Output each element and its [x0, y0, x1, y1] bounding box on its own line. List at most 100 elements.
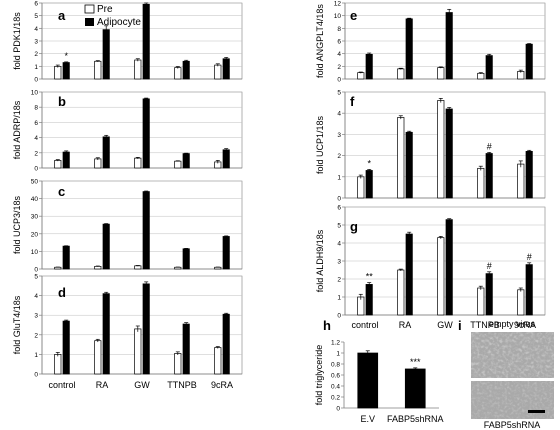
bar-d-0-0: [54, 354, 62, 375]
panel-letter-h: h: [323, 318, 331, 333]
y-tick-label: 1: [34, 352, 38, 359]
plot-frame: [41, 91, 243, 169]
y-tick-label: 0: [34, 372, 38, 379]
chart-f: 0 1 2 3 4 5 fold UCP1/18s f * #: [315, 90, 546, 203]
bar-g-0-1: [365, 284, 373, 316]
bar-e-2-0: [437, 67, 445, 80]
bar-f-3-0: [477, 167, 485, 199]
bar-a-1-1: [102, 29, 110, 80]
y-tick-label: 1: [337, 295, 341, 302]
bar-a-3-0: [174, 67, 182, 80]
y-tick-label: 1.2: [331, 340, 340, 347]
chart-a: 0 1 2 3 4 5 6 fold PDK1/18s a *: [12, 1, 243, 84]
y-axis-label: fold UCP1/18s: [315, 115, 325, 174]
bar-e-0-1: [365, 53, 373, 80]
bar-a-3-1: [182, 60, 190, 80]
y-tick-label: 0: [336, 406, 340, 413]
bar-c-3-1: [182, 248, 190, 270]
y-tick-label: 0.2: [331, 395, 340, 402]
x-tick-label: E.V: [360, 414, 375, 424]
y-tick-label: 4: [337, 241, 341, 248]
bar-b-4-1: [222, 149, 230, 169]
y-tick-label: 12: [334, 1, 342, 8]
bar-c-1-1: [102, 223, 110, 270]
bar-c-3-0: [174, 266, 182, 270]
y-tick-label: 10: [31, 249, 39, 256]
y-tick-label: 0: [337, 77, 341, 84]
y-tick-label: 0: [34, 77, 38, 84]
bar-c-1-0: [94, 266, 102, 270]
microscopy-label-bottom: FABP5shRNA: [484, 420, 541, 430]
y-tick-label: 0: [34, 267, 38, 274]
y-tick-label: 4: [337, 51, 341, 58]
bar-b-0-0: [54, 160, 62, 169]
panel-letter-c: c: [58, 184, 65, 199]
bar-b-3-1: [182, 153, 190, 169]
y-tick-label: 5: [34, 13, 38, 20]
bar-b-0-1: [62, 151, 70, 169]
y-tick-label: 1: [336, 351, 340, 358]
y-axis-label: fold GluT4/18s: [12, 295, 22, 354]
y-tick-label: 2: [34, 51, 38, 58]
legend-pre-swatch: [84, 4, 95, 14]
bar-f-0-0: [357, 176, 365, 199]
bar-f-2-0: [437, 100, 445, 199]
y-tick-label: 3: [337, 132, 341, 139]
y-tick-label: 1: [34, 64, 38, 71]
plot-frame: [344, 91, 546, 199]
bar-a-0-1: [62, 62, 70, 80]
significance-mark: #: [487, 261, 492, 271]
plot-frame: [41, 180, 243, 270]
y-axis-label: fold ANGPLT4/18s: [315, 4, 325, 78]
microscopy-texture-top: [471, 332, 554, 378]
bar-g-3-0: [477, 287, 485, 316]
bar-g-4-1: [525, 264, 533, 316]
y-axis-label: fold ALDH9/18s: [315, 229, 325, 292]
y-tick-label: 2: [337, 153, 341, 160]
bar-a-2-1: [142, 3, 150, 80]
bar-e-4-1: [525, 43, 533, 80]
x-tick-label: 9cRA: [211, 380, 233, 390]
bar-e-0-0: [357, 72, 365, 80]
y-tick-label: 0.8: [331, 362, 340, 369]
y-tick-label: 2: [34, 332, 38, 339]
x-tick-label: TTNPB: [470, 320, 500, 330]
significance-mark: ***: [410, 357, 421, 367]
y-tick-label: 6: [337, 39, 341, 46]
bar-d-4-1: [222, 313, 230, 375]
y-tick-label: 3: [337, 259, 341, 266]
chart-e: 0 2 4 6 8 10 12 fold ANGPLT4/18s e: [315, 1, 546, 84]
y-tick-label: 5: [34, 274, 38, 281]
y-tick-label: 8: [34, 105, 38, 112]
y-tick-label: 0.6: [331, 373, 340, 380]
y-tick-label: 5: [337, 90, 341, 97]
chart-h: 0 0.2 0.4 0.6 0.8 1 1.2 fold triglyceride h E.V FA…: [314, 318, 444, 424]
bar-h-1-0: [404, 368, 426, 409]
plot-frame: [41, 275, 243, 375]
x-tick-label: 9cRA: [514, 320, 536, 330]
bar-d-3-0: [174, 353, 182, 375]
y-tick-label: 2: [337, 64, 341, 71]
significance-mark: #: [527, 252, 532, 262]
bar-a-4-1: [222, 58, 230, 80]
bar-d-2-0: [134, 328, 142, 375]
y-tick-label: 5: [337, 223, 341, 230]
bar-d-2-1: [142, 283, 150, 375]
y-tick-label: 1: [337, 174, 341, 181]
bar-b-2-0: [134, 157, 142, 169]
y-axis-label: fold triglyceride: [314, 345, 324, 406]
microscopy-label-top: empty virus: [489, 319, 536, 329]
y-axis-label: fold UCP3/18s: [12, 195, 22, 254]
bar-c-0-1: [62, 245, 70, 270]
bar-d-3-1: [182, 323, 190, 375]
bar-a-1-0: [94, 60, 102, 80]
chart-b: 0 2 4 6 8 10 fold ADRP/18s b: [12, 90, 243, 173]
y-tick-label: 2: [337, 277, 341, 284]
bar-g-3-1: [485, 273, 493, 316]
significance-mark: *: [64, 51, 68, 61]
y-tick-label: 3: [34, 313, 38, 320]
x-tick-label: RA: [399, 320, 412, 330]
y-tick-label: 4: [34, 26, 38, 33]
x-tick-label: RA: [96, 380, 109, 390]
